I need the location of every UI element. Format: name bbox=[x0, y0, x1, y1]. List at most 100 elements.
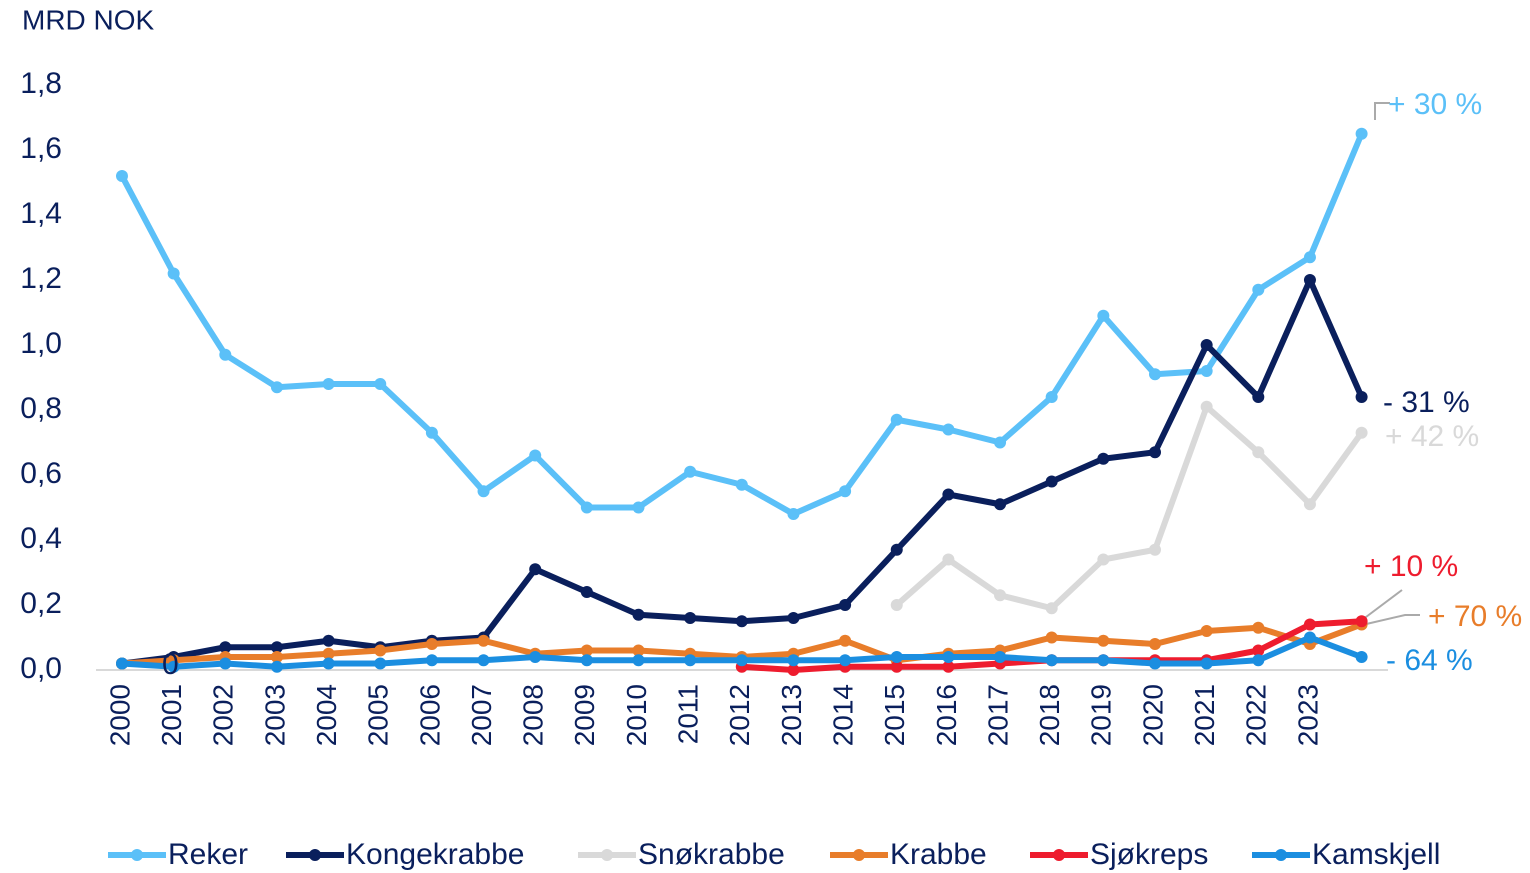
leader-line bbox=[1361, 614, 1420, 626]
legend-item: Kongekrabbe bbox=[286, 838, 524, 871]
legend-label: Krabbe bbox=[890, 838, 987, 871]
data-point bbox=[322, 378, 335, 390]
y-tick-label: 0,8 bbox=[20, 392, 62, 425]
data-point bbox=[684, 612, 697, 624]
data-point bbox=[580, 644, 593, 657]
data-point bbox=[839, 634, 852, 647]
legend-item: Snøkrabbe bbox=[578, 838, 785, 871]
x-tick-label: 2008 bbox=[518, 684, 549, 746]
y-tick-label: 1,8 bbox=[20, 67, 62, 100]
data-point bbox=[529, 651, 542, 663]
data-point bbox=[1303, 498, 1316, 511]
data-point bbox=[270, 651, 283, 663]
data-point bbox=[942, 553, 955, 566]
data-point bbox=[735, 615, 748, 628]
data-point bbox=[1200, 365, 1213, 377]
annotation: + 42 % bbox=[1385, 420, 1479, 453]
data-point bbox=[1303, 631, 1316, 644]
data-point bbox=[167, 660, 180, 673]
x-tick-label: 2017 bbox=[982, 684, 1013, 746]
data-point bbox=[1355, 127, 1368, 140]
data-point bbox=[1355, 391, 1368, 403]
data-point bbox=[1097, 452, 1110, 465]
data-point bbox=[1200, 625, 1213, 637]
data-point bbox=[942, 651, 955, 663]
data-point bbox=[632, 654, 645, 667]
data-point bbox=[890, 599, 903, 611]
data-point bbox=[1200, 339, 1213, 351]
data-point bbox=[1097, 654, 1110, 667]
y-tick-label: 0,4 bbox=[20, 522, 62, 555]
data-point bbox=[477, 654, 490, 667]
data-point bbox=[270, 641, 283, 654]
x-tick-label: 2014 bbox=[827, 684, 858, 746]
data-point bbox=[942, 660, 955, 673]
x-tick-label: 2011 bbox=[673, 684, 704, 744]
data-point bbox=[632, 501, 645, 514]
data-point bbox=[1149, 446, 1161, 459]
x-tick-label: 2018 bbox=[1034, 684, 1065, 746]
y-tick-label: 1,6 bbox=[20, 132, 62, 165]
y-tick-label: 0,2 bbox=[20, 587, 62, 620]
data-point bbox=[1252, 391, 1265, 403]
x-tick-label: 2013 bbox=[776, 684, 807, 746]
legend-item: Krabbe bbox=[830, 838, 987, 871]
x-tick-label: 2000 bbox=[104, 684, 135, 746]
data-point bbox=[839, 599, 852, 611]
x-tick-label: 2020 bbox=[1137, 684, 1168, 746]
data-point bbox=[374, 644, 387, 657]
x-tick-label: 2022 bbox=[1241, 684, 1272, 746]
data-point bbox=[1045, 631, 1058, 644]
x-tick-label: 2007 bbox=[466, 684, 497, 746]
data-point bbox=[1303, 274, 1316, 286]
legend-label: Kamskjell bbox=[1312, 838, 1440, 871]
data-point bbox=[1149, 368, 1161, 381]
data-point bbox=[116, 170, 128, 182]
data-point bbox=[735, 654, 748, 667]
annotation: + 10 % bbox=[1364, 550, 1458, 583]
leader-line bbox=[1374, 102, 1390, 120]
data-point bbox=[1200, 400, 1213, 413]
legend-label: Snøkrabbe bbox=[638, 838, 785, 871]
data-point bbox=[580, 501, 593, 514]
y-tick-label: 0,6 bbox=[20, 457, 62, 490]
series-line bbox=[121, 277, 1365, 667]
x-tick-label: 2002 bbox=[208, 684, 239, 746]
data-point bbox=[270, 660, 283, 673]
legend-marker bbox=[601, 849, 613, 861]
legend-label: Kongekrabbe bbox=[346, 838, 524, 871]
data-point bbox=[580, 654, 593, 667]
legend-marker bbox=[1275, 849, 1287, 861]
annotation: + 30 % bbox=[1388, 88, 1482, 121]
data-point bbox=[839, 654, 852, 667]
legend-marker bbox=[131, 849, 143, 861]
data-point bbox=[580, 586, 593, 598]
x-tick-label: 2003 bbox=[259, 684, 290, 746]
data-point bbox=[787, 664, 800, 676]
data-point bbox=[735, 478, 748, 491]
data-point bbox=[322, 634, 335, 647]
x-tick-label: 2005 bbox=[363, 684, 394, 746]
series-line bbox=[119, 132, 1365, 517]
data-point bbox=[787, 612, 800, 624]
x-tick-label: 2019 bbox=[1086, 684, 1117, 746]
leader-line bbox=[1361, 589, 1403, 621]
data-point bbox=[116, 657, 128, 670]
data-point bbox=[942, 488, 955, 501]
data-point bbox=[1200, 657, 1213, 670]
y-tick-label: 0,0 bbox=[20, 652, 62, 685]
data-point bbox=[1149, 543, 1161, 556]
x-tick-label: 2012 bbox=[724, 684, 755, 746]
data-point bbox=[1355, 426, 1368, 439]
data-point bbox=[322, 657, 335, 670]
data-point bbox=[374, 657, 387, 670]
legend-marker bbox=[1053, 849, 1065, 861]
legend-item: Sjøkreps bbox=[1030, 838, 1208, 871]
data-point bbox=[684, 654, 697, 667]
x-tick-label: 2016 bbox=[931, 684, 962, 746]
data-point bbox=[1252, 621, 1265, 634]
data-point bbox=[1097, 634, 1110, 647]
x-tick-label: 2023 bbox=[1292, 684, 1323, 746]
data-point bbox=[1252, 644, 1265, 657]
